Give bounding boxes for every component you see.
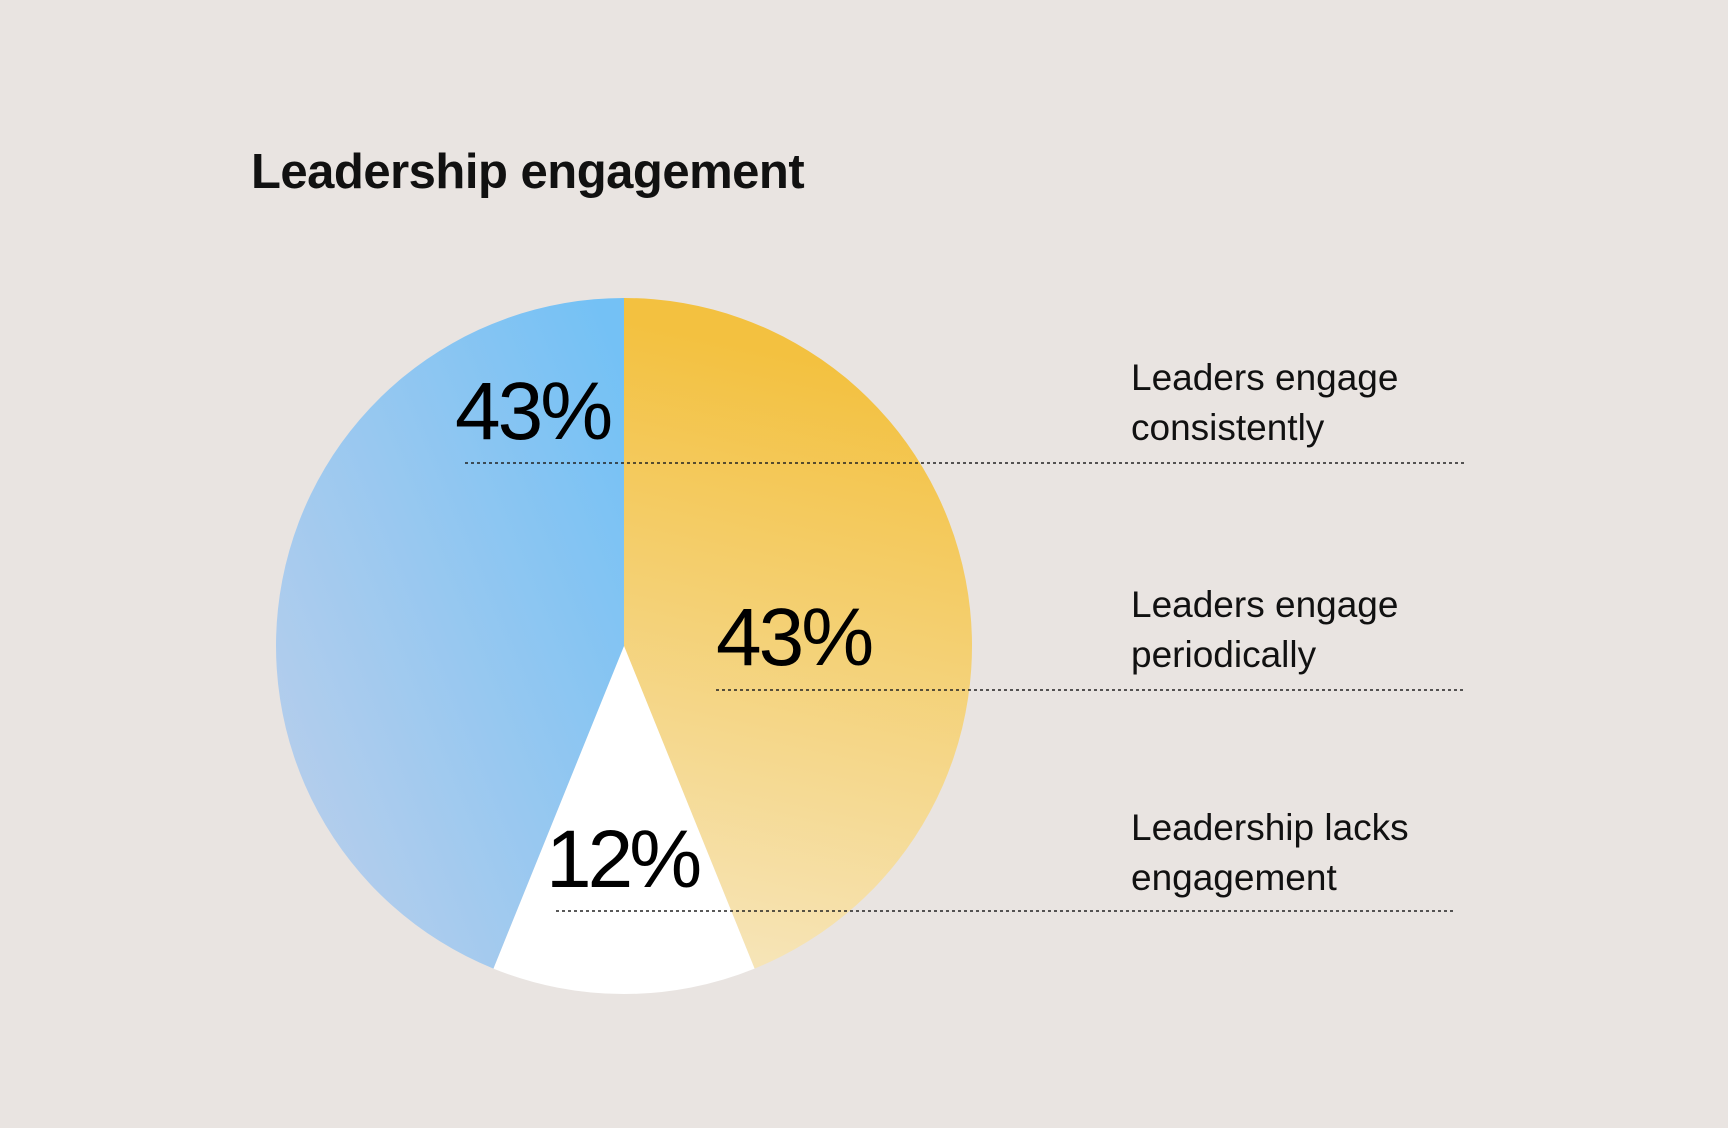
slice-value-label-consistently: 43% (455, 366, 610, 457)
pie-slice-consistently (275, 298, 624, 969)
legend-label-consistently: Leaders engage consistently (1131, 357, 1399, 448)
slice-value-label-lacks: 12% (546, 814, 699, 905)
pie-slice-lacks (493, 646, 755, 994)
pie-slice-periodically (624, 298, 973, 969)
slice-value-label-periodically: 43% (716, 592, 871, 683)
chart-title: Leadership engagement (251, 145, 805, 199)
legend-label-periodically: Leaders engage periodically (1131, 584, 1399, 675)
legend-label-lacks: Leadership lacks engagement (1131, 807, 1409, 898)
